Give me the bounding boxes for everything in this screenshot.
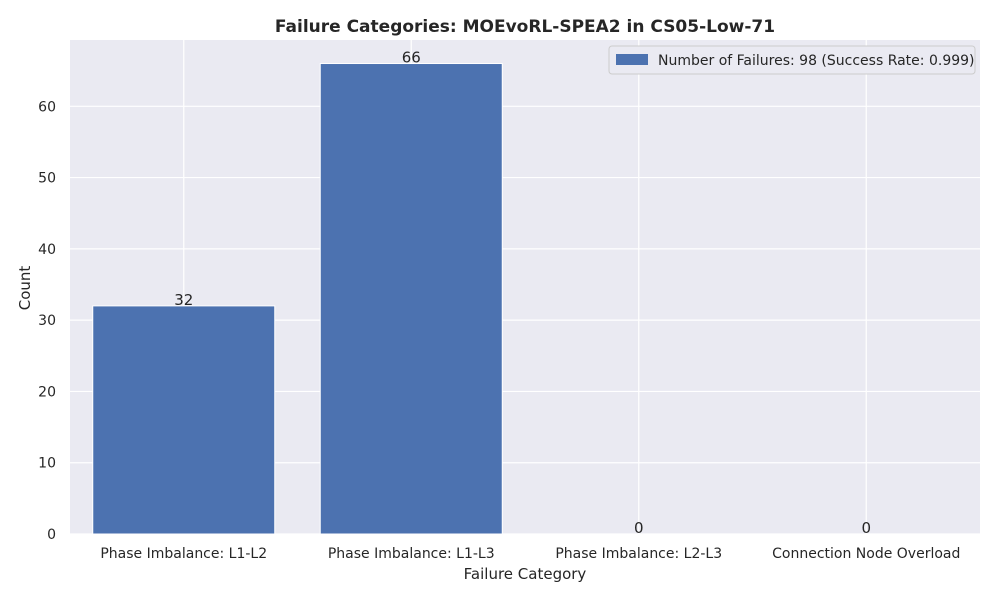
bar-value-label: 32 — [174, 291, 193, 309]
chart-title: Failure Categories: MOEvoRL-SPEA2 in CS0… — [275, 17, 775, 37]
legend: Number of Failures: 98 (Success Rate: 0.… — [608, 45, 976, 75]
data-labels: 32 66 0 0 — [174, 49, 871, 537]
x-axis-ticks: Phase Imbalance: L1-L2 Phase Imbalance: L… — [100, 546, 960, 562]
y-tick-label: 60 — [38, 99, 56, 115]
bar-value-label: 0 — [861, 519, 871, 537]
x-tick-label: Connection Node Overload — [772, 546, 960, 562]
x-tick-label: Phase Imbalance: L1-L3 — [328, 546, 495, 562]
y-axis-ticks: 0 10 20 30 40 50 60 — [38, 99, 56, 543]
y-tick-label: 10 — [38, 456, 56, 472]
x-tick-label: Phase Imbalance: L2-L3 — [555, 546, 722, 562]
legend-frame — [608, 45, 976, 75]
y-tick-label: 50 — [38, 171, 56, 187]
y-axis-label: Count — [16, 266, 34, 311]
y-tick-label: 20 — [38, 384, 56, 400]
x-tick-label: Phase Imbalance: L1-L2 — [100, 546, 267, 562]
y-tick-label: 40 — [38, 242, 56, 258]
x-axis-label: Failure Category — [464, 565, 587, 583]
bar-value-label: 66 — [402, 49, 421, 67]
legend-label: Number of Failures: 98 (Success Rate: 0.… — [658, 53, 975, 69]
bar-value-label: 0 — [634, 519, 644, 537]
bar — [92, 305, 276, 535]
y-tick-label: 30 — [38, 313, 56, 329]
y-tick-label: 0 — [47, 527, 56, 543]
bars — [92, 63, 503, 535]
bar — [319, 63, 503, 535]
legend-swatch — [616, 54, 648, 65]
